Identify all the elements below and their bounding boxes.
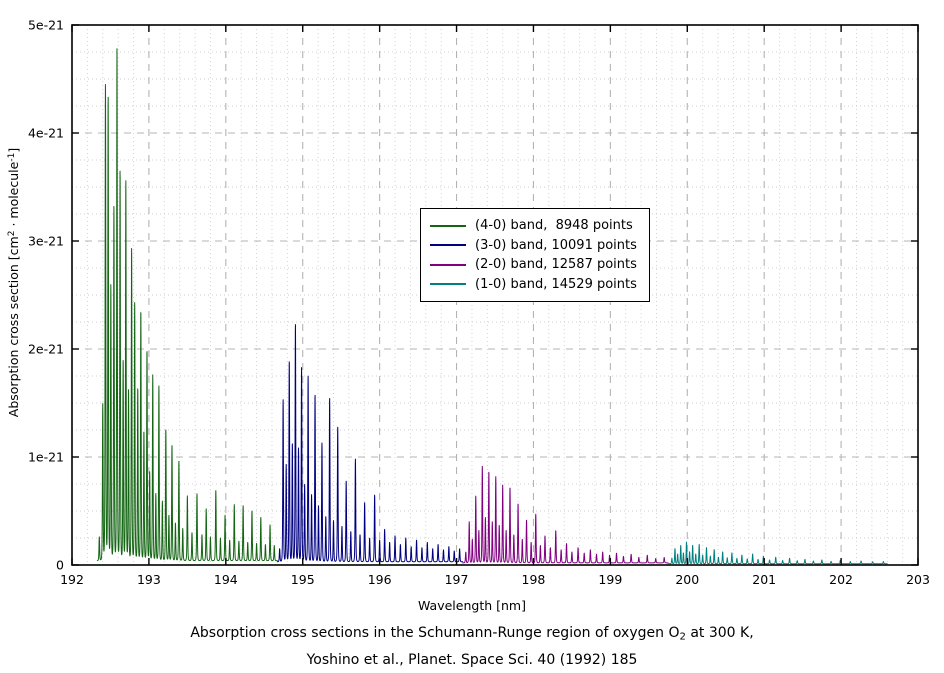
x-tick-label-9: 201 [752, 572, 777, 587]
legend-item-3to0[interactable]: (3-0) band, 10091 points [430, 236, 637, 256]
x-tick-label-3: 195 [290, 572, 315, 587]
grid-minor [72, 25, 918, 565]
legend: (4-0) band, 8948 points (3-0) band, 10091… [420, 208, 650, 302]
y-tick-label-5: 5e-21 [27, 17, 64, 33]
y-axis-title-post: ] [6, 147, 22, 153]
y-axis-title-mid: · molecule [6, 161, 22, 231]
caption-line-1-post: at 300 K, [685, 625, 754, 641]
x-tick-label-10: 202 [829, 572, 854, 587]
legend-label: (2-0) band, 12587 points [475, 257, 637, 273]
legend-item-4to0[interactable]: (4-0) band, 8948 points [430, 216, 637, 236]
x-axis-title: Wavelength [nm] [418, 598, 526, 613]
x-tick-label-11: 203 [906, 572, 930, 587]
caption-o2-subscript: 2 [679, 631, 686, 643]
series-curves [96, 48, 888, 565]
x-tick-label-1: 193 [136, 572, 161, 587]
y-tick-label-4: 4e-21 [27, 125, 64, 141]
y-axis-title: Absorption cross section [cm2 · molecule… [2, 0, 26, 565]
legend-label: (3-0) band, 10091 points [475, 237, 637, 253]
y-axis-title-pre: Absorption cross section [cm [6, 236, 22, 418]
plot-frame [71, 24, 919, 566]
legend-label: (4-0) band, 8948 points [475, 218, 633, 234]
legend-swatch-icon [430, 283, 466, 286]
caption-line-2: Yoshino et al., Planet. Space Sci. 40 (1… [306, 652, 638, 668]
y-tick-label-3: 3e-21 [27, 233, 64, 249]
x-tick-label-5: 197 [444, 572, 469, 587]
caption-line-1: Absorption cross sections in the Schuman… [0, 625, 944, 643]
legend-label: (1-0) band, 14529 points [475, 276, 637, 292]
y-axis-title-sup-minus1: -1 [7, 152, 18, 162]
y-tick-label-0: 0 [56, 557, 64, 573]
legend-item-2to0[interactable]: (2-0) band, 12587 points [430, 255, 637, 275]
x-tick-label-8: 200 [675, 572, 700, 587]
legend-swatch-icon [430, 244, 466, 247]
x-tick-label-6: 198 [521, 572, 546, 587]
x-tick-label-0: 192 [60, 572, 84, 587]
caption-line-1-pre: Absorption cross sections in the Schuman… [190, 625, 680, 641]
x-tick-label-4: 196 [367, 572, 392, 587]
x-tick-label-7: 199 [598, 572, 623, 587]
x-tick-label-2: 194 [213, 572, 238, 587]
legend-swatch-icon [430, 224, 466, 227]
y-tick-label-1: 1e-21 [27, 449, 64, 465]
y-tick-label-2: 2e-21 [27, 341, 64, 357]
legend-item-1to0[interactable]: (1-0) band, 14529 points [430, 275, 637, 295]
legend-swatch-icon [430, 263, 466, 266]
